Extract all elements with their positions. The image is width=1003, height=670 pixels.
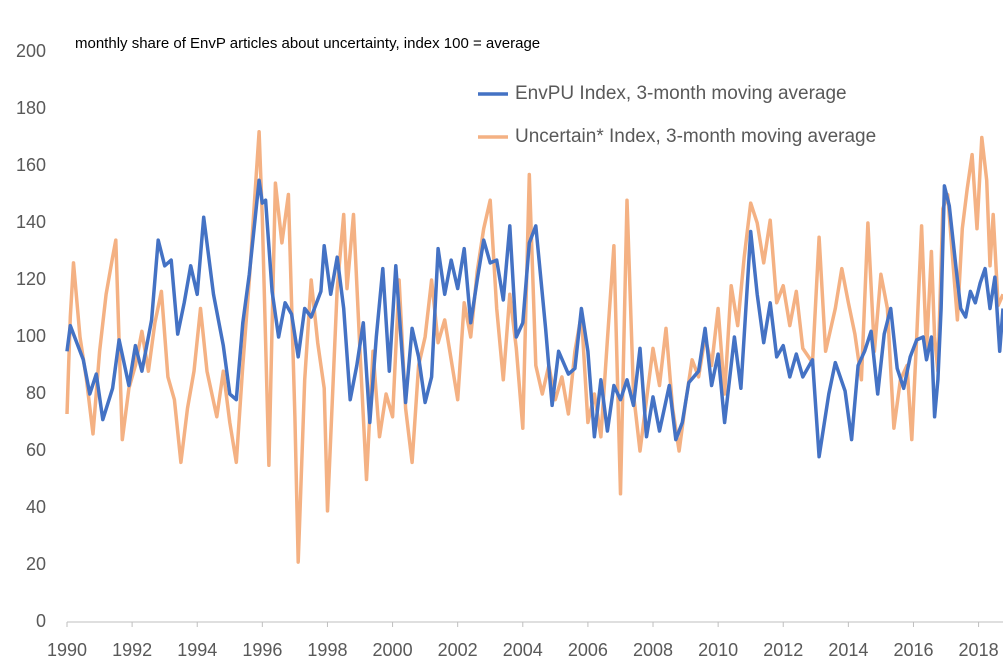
y-tick-label: 160 [16,155,46,175]
legend-label: Uncertain* Index, 3-month moving average [515,126,876,147]
y-tick-label: 80 [26,383,46,403]
y-tick-label: 180 [16,98,46,118]
legend-label: EnvPU Index, 3-month moving average [515,83,847,104]
y-tick-label: 40 [26,497,46,517]
y-tick-label: 200 [16,41,46,61]
y-tick-label: 100 [16,326,46,346]
x-tick-label: 2014 [828,640,868,660]
x-tick-label: 1990 [47,640,87,660]
x-tick-label: 2002 [438,640,478,660]
x-tick-label: 1996 [242,640,282,660]
x-tick-label: 2012 [763,640,803,660]
x-tick-label: 1992 [112,640,152,660]
y-tick-label: 140 [16,212,46,232]
x-tick-label: 2006 [568,640,608,660]
series-line [65,178,1003,459]
x-tick-label: 2000 [373,640,413,660]
x-tick-label: 2018 [959,640,999,660]
x-tick-label: 2004 [503,640,543,660]
y-tick-label: 20 [26,554,46,574]
x-tick-label: 2010 [698,640,738,660]
x-tick-label: 2016 [893,640,933,660]
x-tick-label: 2008 [633,640,673,660]
series-line [65,130,1003,564]
chart-title: monthly share of EnvP articles about unc… [75,35,540,52]
x-tick-label: 1998 [307,640,347,660]
y-tick-label: 0 [36,611,46,631]
y-tick-label: 120 [16,269,46,289]
x-tick-label: 1994 [177,640,217,660]
y-tick-label: 60 [26,440,46,460]
